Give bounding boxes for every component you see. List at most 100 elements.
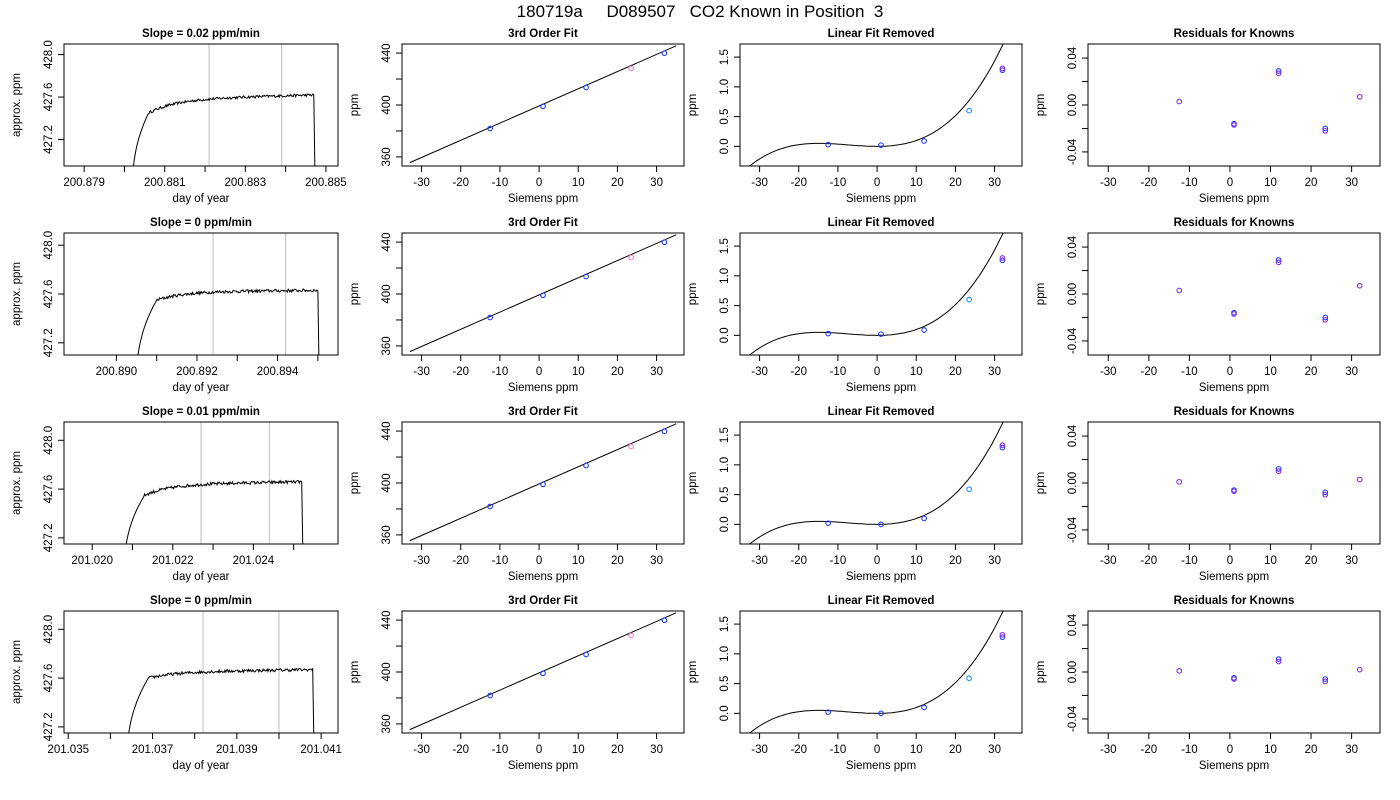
x-tick-label: -30 [1100, 177, 1117, 189]
panel-title: Slope = 0 ppm/min [150, 217, 252, 229]
x-axis-label: day of year [173, 193, 230, 205]
plot-frame [1087, 43, 1381, 167]
y-tick-label: 1.5 [719, 427, 731, 443]
plot-area [1176, 257, 1363, 323]
y-tick-label: 400 [381, 662, 393, 681]
x-tick-label: 30 [1345, 177, 1358, 189]
y-tick-label: 400 [381, 95, 393, 114]
plot-frame [401, 43, 685, 167]
panel-1-1: Slope = 0.02 ppm/min day of year approx. p… [11, 28, 347, 205]
x-tick-label: 10 [1264, 744, 1277, 756]
x-tick-label: 30 [988, 744, 1001, 756]
data-point [999, 442, 1006, 449]
y-tick-label: 427.6 [43, 83, 55, 112]
panel-3-4: Linear Fit Removed Siemens ppm ppm -30 -20 -1… [687, 595, 1023, 772]
data-point [1322, 127, 1329, 134]
plot-frame [401, 421, 685, 545]
x-tick-label: 0 [1227, 177, 1233, 189]
ppm-trace [137, 288, 320, 355]
y-axis-label: ppm [687, 661, 699, 683]
y-axis-label: ppm [687, 472, 699, 494]
plot-frame [401, 610, 685, 734]
x-tick-label: 200.890 [96, 366, 138, 378]
data-point [999, 65, 1006, 72]
x-tick-label: 0 [1227, 366, 1233, 378]
x-tick-label: 30 [988, 366, 1001, 378]
panel-title: Residuals for Knowns [1174, 217, 1295, 229]
y-tick-label: 0.00 [1067, 94, 1079, 116]
panel-3-1: Linear Fit Removed Siemens ppm ppm -30 -20 -1… [687, 28, 1023, 205]
x-tick-label: 10 [572, 555, 585, 567]
y-tick-label: 1.0 [719, 79, 731, 95]
y-tick-label: 0.0 [719, 705, 731, 721]
data-point [487, 125, 493, 132]
y-tick-label: 428.0 [43, 231, 55, 260]
data-point [878, 521, 884, 528]
panel-title: Residuals for Knowns [1174, 595, 1295, 607]
y-tick-label: 428.0 [43, 426, 55, 455]
y-tick-label: 428.0 [43, 615, 55, 644]
panel-1-2: Slope = 0 ppm/min day of year approx. ppm 2… [11, 217, 339, 394]
y-tick-label: 440 [381, 421, 393, 440]
y-tick-label: 0.5 [719, 298, 731, 314]
data-point [540, 670, 546, 677]
panel-title: Linear Fit Removed [828, 217, 935, 229]
plot-frame [739, 232, 1023, 356]
data-point [628, 254, 634, 261]
y-tick-label: 360 [381, 336, 393, 355]
x-tick-label: -30 [1100, 555, 1117, 567]
y-tick-label: -0.04 [1067, 705, 1079, 732]
data-point [487, 503, 493, 510]
x-axis-label: Siemens ppm [508, 382, 578, 394]
x-tick-label: 30 [988, 177, 1001, 189]
x-tick-label: 20 [1305, 555, 1318, 567]
x-tick-label: -20 [790, 366, 807, 378]
data-point [921, 515, 927, 522]
plot-frame [63, 232, 339, 356]
x-tick-label: 201.035 [47, 744, 89, 756]
x-tick-label: 10 [572, 177, 585, 189]
data-point [1322, 489, 1329, 496]
data-point [999, 631, 1006, 638]
y-axis-label: ppm [349, 283, 361, 305]
x-tick-label: -10 [492, 366, 509, 378]
x-axis-label: Siemens ppm [1199, 382, 1269, 394]
x-tick-label: -20 [790, 744, 807, 756]
y-axis-label: ppm [1035, 472, 1047, 494]
y-tick-label: 0.0 [719, 327, 731, 343]
plot-area [748, 611, 1006, 733]
x-tick-label: 30 [650, 177, 663, 189]
panel-4-3: Residuals for Knowns Siemens ppm ppm -30 -20… [1035, 406, 1381, 583]
x-tick-label: 10 [910, 555, 923, 567]
x-tick-label: 20 [1305, 366, 1318, 378]
y-axis-label: ppm [349, 661, 361, 683]
data-point [1322, 491, 1329, 498]
x-axis-label: Siemens ppm [508, 760, 578, 772]
plot-area [409, 234, 677, 353]
x-tick-label: 30 [650, 555, 663, 567]
y-tick-label: 427.2 [43, 125, 55, 154]
x-axis-label: Siemens ppm [846, 193, 916, 205]
data-point [1275, 468, 1282, 475]
y-tick-label: 0.00 [1067, 661, 1079, 683]
y-axis-label: ppm [349, 472, 361, 494]
y-axis-label: approx. ppm [11, 262, 23, 326]
plot-area [748, 44, 1006, 166]
x-tick-label: 30 [650, 366, 663, 378]
y-tick-label: 0.5 [719, 109, 731, 125]
plot-frame [739, 421, 1023, 545]
x-tick-label: -20 [1141, 744, 1158, 756]
panel-title: Residuals for Knowns [1174, 28, 1295, 40]
x-tick-label: -10 [492, 744, 509, 756]
y-tick-label: 360 [381, 525, 393, 544]
y-axis-label: approx. ppm [11, 451, 23, 515]
x-tick-label: 0 [536, 366, 542, 378]
x-tick-label: 0 [536, 744, 542, 756]
x-tick-label: -30 [751, 555, 768, 567]
y-tick-label: 1.0 [719, 268, 731, 284]
y-tick-label: 0.00 [1067, 472, 1079, 494]
data-point [1322, 125, 1329, 132]
y-tick-label: 0.04 [1067, 424, 1079, 447]
data-point [1176, 98, 1183, 105]
x-tick-label: -10 [1181, 366, 1198, 378]
